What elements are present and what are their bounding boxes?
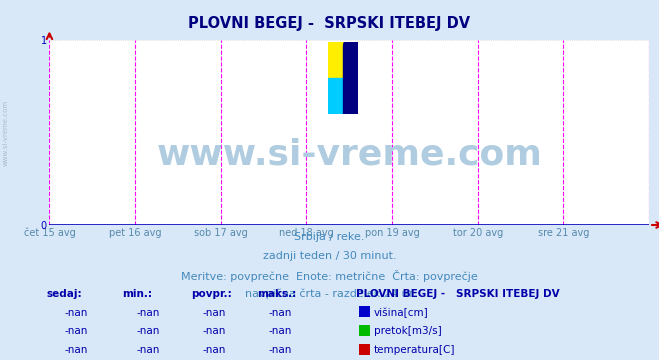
Bar <box>328 78 343 114</box>
Text: Srbija / reke.: Srbija / reke. <box>295 232 364 242</box>
Bar <box>343 42 358 114</box>
Polygon shape <box>328 42 343 78</box>
Text: -nan: -nan <box>268 345 292 355</box>
Text: Meritve: povprečne  Enote: metrične  Črta: povprečje: Meritve: povprečne Enote: metrične Črta:… <box>181 270 478 282</box>
Text: -nan: -nan <box>268 308 292 318</box>
Text: pretok[m3/s]: pretok[m3/s] <box>374 327 442 337</box>
Text: -nan: -nan <box>202 345 226 355</box>
Polygon shape <box>328 42 358 114</box>
Text: -nan: -nan <box>64 308 88 318</box>
Bar <box>328 42 343 78</box>
Text: sedaj:: sedaj: <box>46 289 82 299</box>
Text: zadnji teden / 30 minut.: zadnji teden / 30 minut. <box>263 251 396 261</box>
Text: PLOVNI BEGEJ -  SRPSKI ITEBEJ DV: PLOVNI BEGEJ - SRPSKI ITEBEJ DV <box>188 16 471 31</box>
Text: -nan: -nan <box>136 345 160 355</box>
Text: temperatura[C]: temperatura[C] <box>374 345 455 355</box>
Text: -nan: -nan <box>64 327 88 337</box>
Text: -nan: -nan <box>64 345 88 355</box>
Text: -nan: -nan <box>136 308 160 318</box>
Text: navpična črta - razdelek 24 ur: navpična črta - razdelek 24 ur <box>245 288 414 299</box>
Text: www.si-vreme.com: www.si-vreme.com <box>156 138 542 172</box>
Text: min.:: min.: <box>122 289 152 299</box>
Text: www.si-vreme.com: www.si-vreme.com <box>2 100 9 166</box>
Text: -nan: -nan <box>202 308 226 318</box>
Text: višina[cm]: višina[cm] <box>374 307 428 318</box>
Text: PLOVNI BEGEJ -   SRPSKI ITEBEJ DV: PLOVNI BEGEJ - SRPSKI ITEBEJ DV <box>356 289 559 299</box>
Text: -nan: -nan <box>268 327 292 337</box>
Text: -nan: -nan <box>136 327 160 337</box>
Text: maks.:: maks.: <box>257 289 297 299</box>
Polygon shape <box>328 42 358 114</box>
Text: povpr.:: povpr.: <box>191 289 232 299</box>
Text: -nan: -nan <box>202 327 226 337</box>
